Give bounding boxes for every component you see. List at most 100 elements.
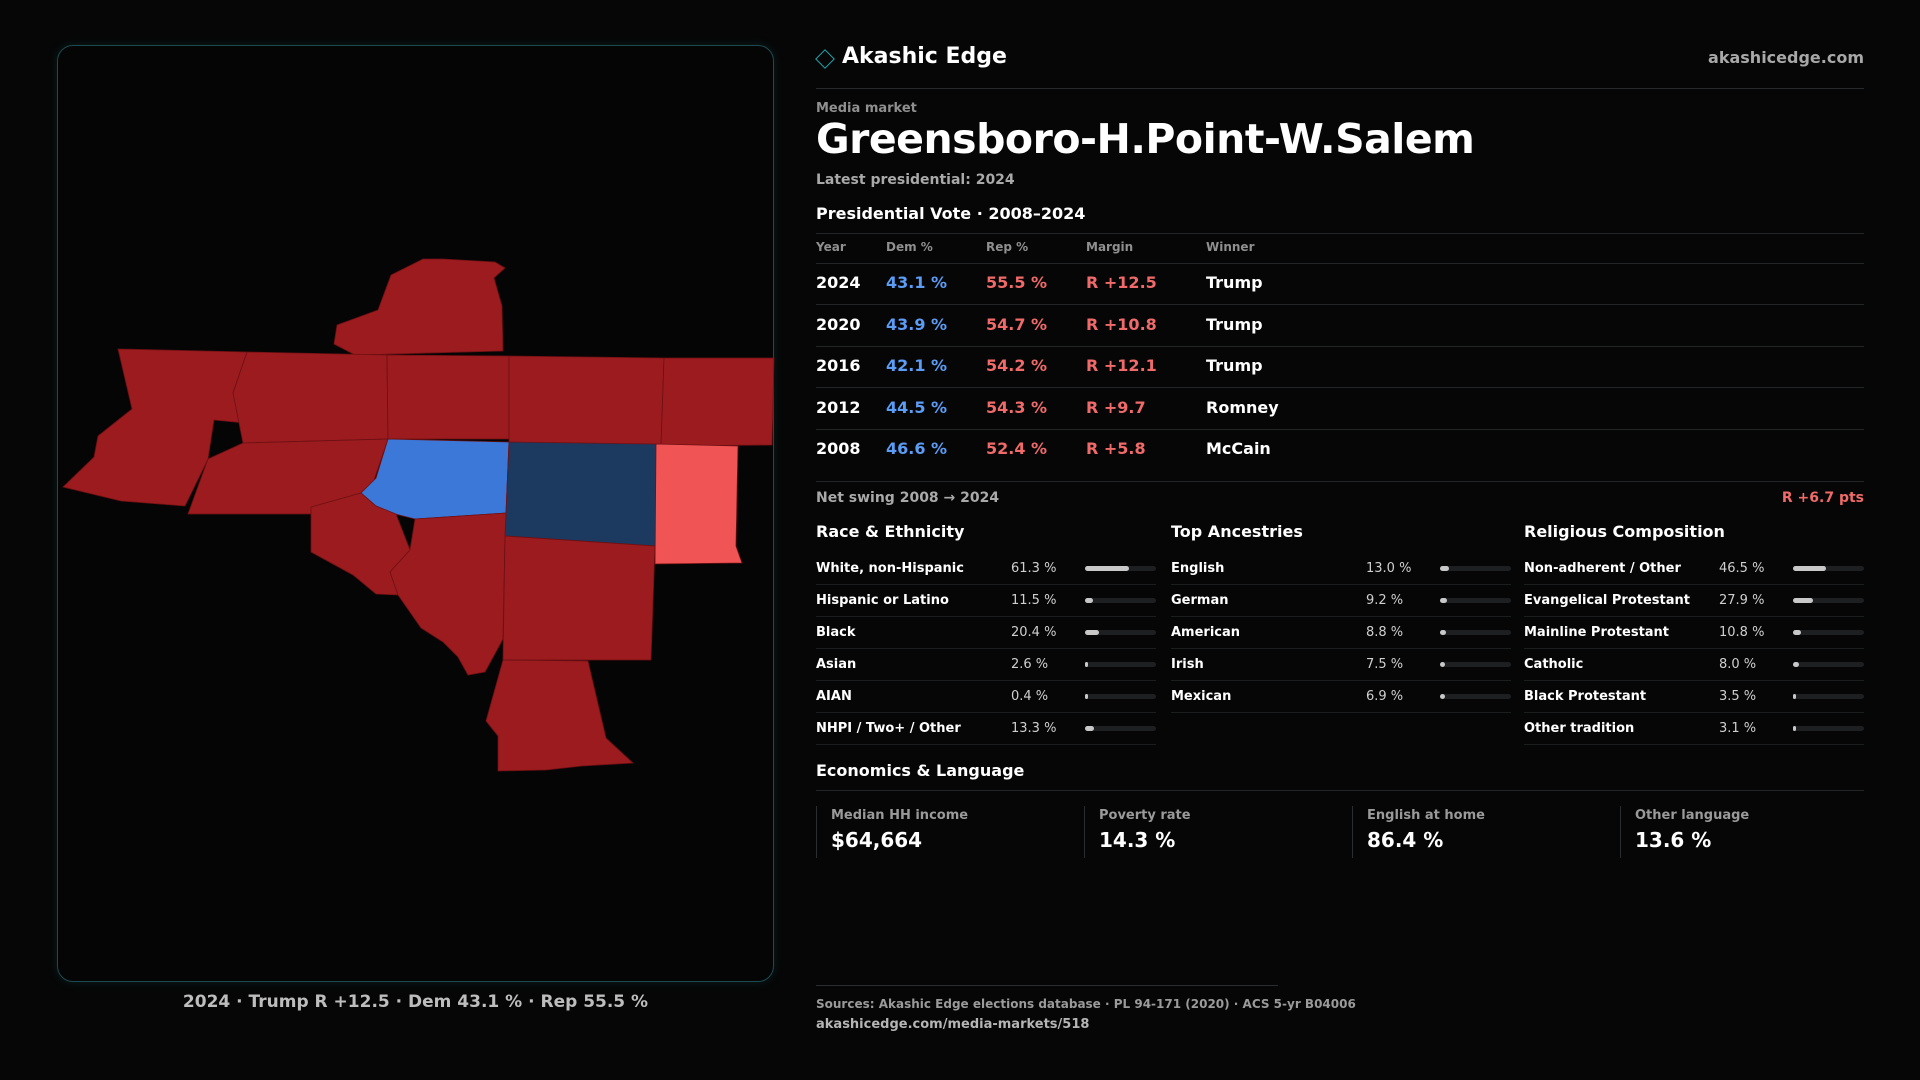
county-map bbox=[62, 258, 775, 772]
religion-bar bbox=[1793, 694, 1864, 699]
vote-cell-winner: Romney bbox=[1206, 397, 1279, 417]
swing-label: Net swing 2008 → 2024 bbox=[816, 490, 1000, 506]
religion-value: 10.8 % bbox=[1719, 625, 1765, 640]
vote-cell-dem: 42.1 % bbox=[886, 356, 948, 375]
vote-cell-winner: McCain bbox=[1206, 439, 1271, 458]
religion-row: Catholic 8.0 % bbox=[1524, 648, 1864, 681]
vote-cell-year: 2016 bbox=[816, 356, 861, 375]
religion-row: Evangelical Protestant 27.9 % bbox=[1524, 584, 1864, 617]
race-label: AIAN bbox=[816, 689, 852, 704]
county-north-central[interactable] bbox=[386, 354, 510, 440]
vote-cell-margin: R +12.5 bbox=[1086, 273, 1157, 292]
ancestry-row: English 13.0 % bbox=[1171, 552, 1511, 585]
column-header: Margin bbox=[1086, 240, 1134, 254]
county-west-2[interactable] bbox=[232, 351, 389, 444]
religion-bar-fill bbox=[1793, 662, 1799, 667]
race-value: 11.5 % bbox=[1011, 593, 1057, 608]
race-label: Hispanic or Latino bbox=[816, 593, 949, 608]
religion-bar bbox=[1793, 662, 1864, 667]
county-far-east[interactable] bbox=[654, 443, 743, 565]
county-east-dem[interactable] bbox=[504, 441, 657, 547]
vote-cell-margin: R +9.7 bbox=[1086, 397, 1146, 417]
economics-heading: Economics & Language bbox=[816, 761, 1025, 780]
religion-bar bbox=[1793, 726, 1864, 731]
vote-cell-year: 2008 bbox=[816, 439, 861, 458]
vote-cell-dem: 44.5 % bbox=[886, 397, 948, 417]
religion-bar-fill bbox=[1793, 566, 1826, 571]
row-divider bbox=[816, 304, 1864, 305]
religion-bar-fill bbox=[1793, 630, 1801, 635]
religion-row: Black Protestant 3.5 % bbox=[1524, 680, 1864, 713]
religion-value: 46.5 % bbox=[1719, 561, 1765, 576]
swing-value: R +6.7 pts bbox=[1781, 490, 1864, 506]
race-bar-fill bbox=[1085, 566, 1129, 571]
ancestry-bar bbox=[1440, 662, 1511, 667]
vote-heading: Presidential Vote · 2008–2024 bbox=[816, 204, 1086, 223]
column-header: Rep % bbox=[986, 240, 1029, 254]
row-divider bbox=[816, 428, 1864, 430]
ancestry-row: Mexican 6.9 % bbox=[1171, 680, 1511, 713]
race-value: 0.4 % bbox=[1011, 689, 1049, 704]
sources-text: Sources: Akashic Edge elections database… bbox=[816, 997, 1356, 1011]
ancestry-value: 7.5 % bbox=[1366, 657, 1404, 672]
vote-cell-dem: 43.9 % bbox=[886, 314, 948, 334]
religion-value: 27.9 % bbox=[1719, 593, 1765, 608]
ancestry-row: American 8.8 % bbox=[1171, 616, 1511, 649]
race-row: White, non-Hispanic 61.3 % bbox=[816, 552, 1156, 585]
vote-cell-year: 2024 bbox=[816, 273, 861, 292]
ancestry-bar-fill bbox=[1440, 630, 1447, 635]
religion-value: 3.5 % bbox=[1719, 689, 1757, 704]
vote-cell-rep: 54.2 % bbox=[986, 356, 1048, 375]
race-row: Asian 2.6 % bbox=[816, 648, 1156, 681]
source-link[interactable]: akashicedge.com/media-markets/518 bbox=[816, 1017, 1090, 1032]
county-north-east-1[interactable] bbox=[508, 355, 665, 447]
economics-label: English at home bbox=[1367, 808, 1485, 823]
race-bar-fill bbox=[1085, 662, 1088, 667]
row-divider bbox=[816, 345, 1864, 347]
religion-bar bbox=[1793, 598, 1864, 603]
religion-label: Mainline Protestant bbox=[1524, 625, 1670, 640]
ancestry-label: Mexican bbox=[1171, 689, 1232, 704]
county-south-east[interactable] bbox=[502, 535, 656, 661]
county-south[interactable] bbox=[485, 659, 634, 772]
ancestry-label: American bbox=[1171, 625, 1241, 640]
race-heading: Race & Ethnicity bbox=[816, 522, 965, 541]
religion-value: 3.1 % bbox=[1719, 721, 1757, 736]
religion-bar bbox=[1793, 566, 1864, 571]
race-bar bbox=[1085, 598, 1156, 603]
race-bar-fill bbox=[1085, 630, 1100, 635]
ancestry-label: German bbox=[1171, 593, 1229, 608]
ancestry-bar bbox=[1440, 598, 1511, 603]
religion-label: Black Protestant bbox=[1524, 689, 1647, 704]
divider bbox=[816, 233, 1864, 234]
religion-bar bbox=[1793, 630, 1864, 635]
race-value: 61.3 % bbox=[1011, 561, 1057, 576]
ancestry-value: 13.0 % bbox=[1366, 561, 1412, 576]
county-north[interactable] bbox=[333, 258, 506, 356]
race-value: 20.4 % bbox=[1011, 625, 1057, 640]
column-header: Winner bbox=[1206, 240, 1255, 254]
economics-value: 14.3 % bbox=[1099, 828, 1176, 852]
race-bar bbox=[1085, 662, 1156, 667]
economics-card: Poverty rate 14.3 % bbox=[1084, 806, 1335, 858]
ancestry-bar-fill bbox=[1440, 566, 1450, 571]
divider bbox=[816, 985, 1278, 986]
vote-cell-rep: 54.3 % bbox=[986, 397, 1048, 417]
vote-cell-dem: 46.6 % bbox=[886, 439, 948, 458]
race-row: Hispanic or Latino 11.5 % bbox=[816, 584, 1156, 617]
religion-bar-fill bbox=[1793, 694, 1796, 699]
ancestry-label: English bbox=[1171, 561, 1225, 576]
county-south-central[interactable] bbox=[389, 512, 507, 676]
site-link[interactable]: akashicedge.com bbox=[1708, 48, 1864, 67]
race-bar-fill bbox=[1085, 598, 1094, 603]
race-value: 2.6 % bbox=[1011, 657, 1049, 672]
ancestry-bar bbox=[1440, 630, 1511, 635]
economics-value: $64,664 bbox=[831, 828, 923, 852]
economics-label: Other language bbox=[1635, 808, 1750, 823]
county-north-east-2[interactable] bbox=[660, 357, 775, 447]
ancestry-bar bbox=[1440, 694, 1511, 699]
ancestry-bar-fill bbox=[1440, 598, 1447, 603]
race-row: Black 20.4 % bbox=[816, 616, 1156, 649]
ancestry-value: 6.9 % bbox=[1366, 689, 1404, 704]
brand-name: Akashic Edge bbox=[842, 44, 1007, 69]
